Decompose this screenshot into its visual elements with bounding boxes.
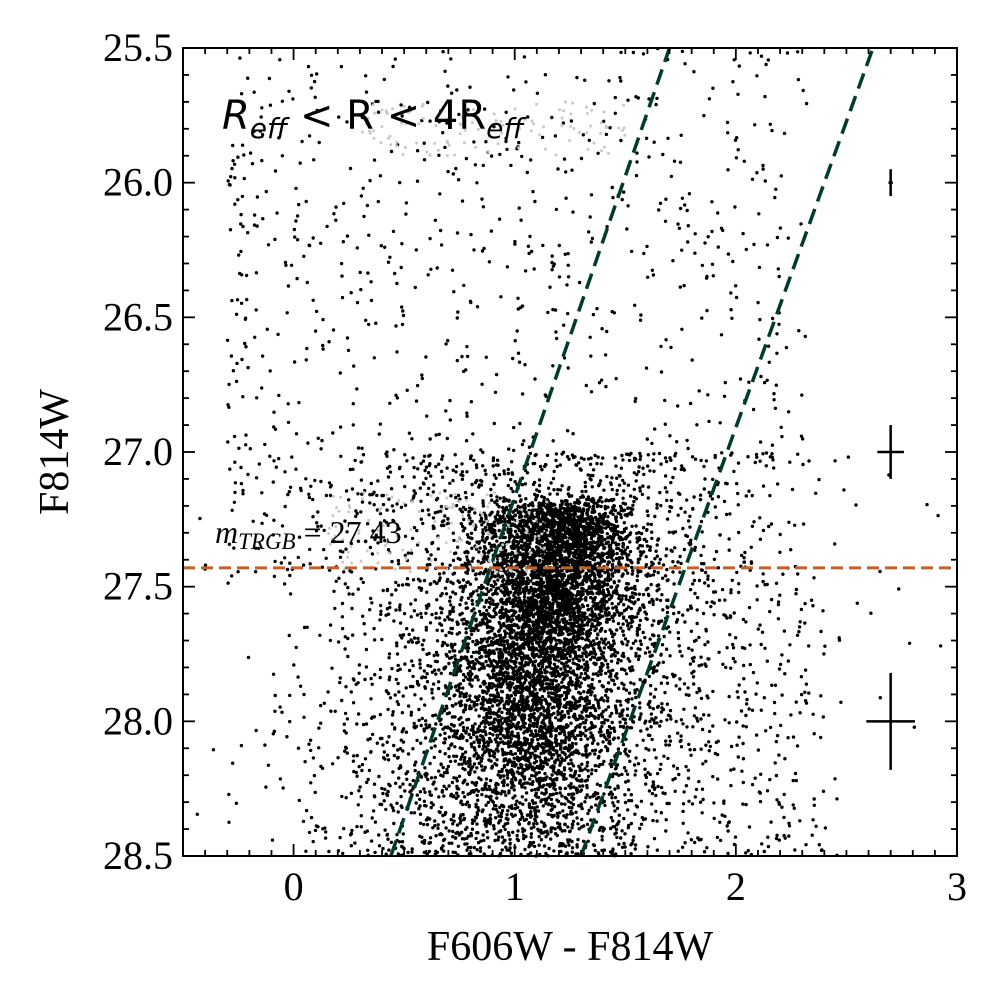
x-tick-label: 0 [284, 864, 304, 909]
source-points-black [195, 46, 943, 858]
source-points [195, 46, 943, 858]
y-tick-label: 28.5 [103, 833, 173, 878]
overlay-lines [183, 47, 957, 857]
y-tick-label: 27.0 [103, 429, 173, 474]
y-tick-label: 26.0 [103, 160, 173, 205]
error-bar-3 [866, 672, 915, 770]
region-label-mid: < R < 4R [287, 93, 486, 139]
trgb-label-sub: TRGB [238, 529, 296, 554]
y-tick-label: 28.0 [103, 698, 173, 743]
y-axis-label: F814W [32, 389, 78, 515]
y-tick-labels: 25.5 26.0 26.5 27.0 27.5 28.0 28.5 [103, 25, 173, 878]
x-tick-label: 2 [726, 864, 746, 909]
tick-marks [182, 47, 958, 857]
region-label-sub-2: eff [486, 112, 526, 145]
source-points-gray [327, 100, 627, 574]
x-tick-labels: 0 1 2 3 [284, 864, 967, 909]
error-bar-2 [877, 425, 904, 479]
y-tick-label: 25.5 [103, 25, 173, 70]
x-tick-label: 3 [947, 864, 967, 909]
axes: 0 1 2 3 25.5 26.0 26.5 27.0 27.5 28.0 28.5 [103, 25, 967, 909]
trgb-label-var: m [215, 514, 238, 550]
trgb-label-value: = 27.43 [296, 514, 402, 550]
error-bar-1 [888, 169, 893, 197]
region-label-sub-1: eff [250, 112, 290, 145]
error-bars [866, 169, 915, 770]
x-axis-label: F606W - F814W [427, 924, 714, 970]
y-tick-label: 26.5 [103, 294, 173, 339]
x-tick-label: 1 [505, 864, 525, 909]
region-label-r: R [222, 93, 250, 139]
y-tick-label: 27.5 [103, 564, 173, 609]
region-label: Reff < R < 4Reff [222, 93, 526, 145]
trgb-label: mTRGB = 27.43 [215, 514, 402, 554]
